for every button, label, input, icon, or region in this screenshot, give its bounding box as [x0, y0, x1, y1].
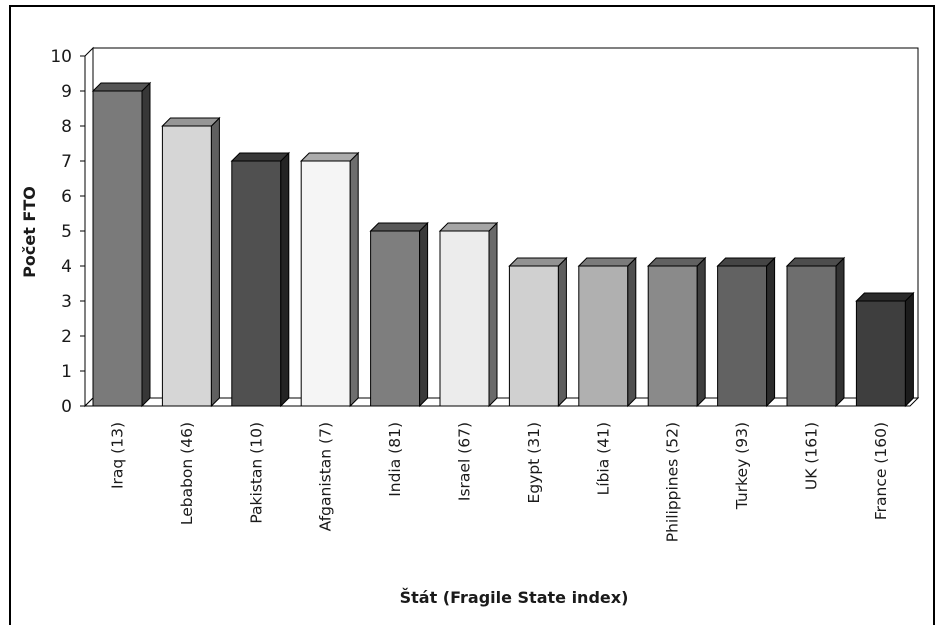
bar-side: [419, 221, 429, 408]
bar-top: [508, 257, 568, 267]
bar-side: [766, 256, 776, 408]
bar-front: [508, 265, 559, 407]
bar-side: [280, 151, 290, 408]
y-tick-label: 8: [61, 117, 72, 137]
y-tick-label: 3: [61, 292, 72, 312]
bar-side: [627, 256, 637, 408]
bar-front: [647, 265, 698, 407]
bar-side: [904, 291, 914, 408]
x-tick-label: France (160): [872, 422, 890, 520]
bar-side: [835, 256, 845, 408]
bar-side: [349, 151, 359, 408]
x-tick-label: Philippines (52): [664, 422, 682, 542]
bars: [91, 81, 915, 408]
bar: [785, 256, 846, 408]
bar-side: [141, 81, 151, 408]
bar-front: [578, 265, 629, 407]
y-tick-label: 0: [61, 397, 72, 417]
x-tick-label: Turkey (93): [733, 422, 751, 510]
bar-front: [786, 265, 837, 407]
y-tick-label: 9: [61, 82, 72, 102]
x-axis-label: Štát (Fragile State index): [400, 588, 629, 607]
y-tick-label: 4: [61, 257, 72, 277]
bar-top: [577, 257, 638, 267]
bar-front: [717, 265, 768, 407]
figure-frame: [9, 5, 935, 625]
x-axis-tick-labels: Iraq (13) Lebabon (46) Pakistan (10) Afgani…: [109, 422, 890, 542]
y-axis-label: Počet FTO: [20, 186, 39, 278]
bar: [161, 116, 221, 408]
bar-front: [161, 125, 212, 407]
x-tick-label: Líbia (41): [594, 422, 612, 495]
y-tick-label: 1: [61, 362, 72, 382]
bar: [577, 256, 638, 408]
x-tick-label: Egypt (31): [525, 422, 543, 503]
bar: [438, 221, 499, 408]
y-tick-label: 10: [50, 47, 72, 67]
y-tick-label: 7: [61, 152, 72, 172]
bar: [508, 256, 568, 408]
y-axis-ticks: 0 1 2 3 4 5 6 7 8 9 10: [50, 47, 85, 417]
bar-front: [92, 90, 143, 407]
plot-floor: [83, 397, 920, 407]
bar-side: [488, 221, 498, 408]
bar-top: [161, 117, 221, 127]
plot-area: [83, 46, 920, 408]
x-tick-label: UK (161): [803, 422, 821, 490]
bar-top: [438, 222, 499, 232]
bar: [230, 151, 291, 408]
y-tick-label: 2: [61, 327, 72, 347]
y-tick-label: 5: [61, 222, 72, 242]
bar: [646, 256, 707, 408]
bar-side: [557, 256, 567, 408]
bar-front: [231, 160, 282, 407]
bar: [91, 81, 152, 408]
bar-front: [300, 160, 351, 407]
bar-top: [369, 222, 429, 232]
bar-top: [716, 257, 776, 267]
bar-top: [646, 257, 707, 267]
bar-front: [855, 300, 906, 407]
y-tick-label: 6: [61, 187, 72, 207]
bar: [299, 151, 360, 408]
x-tick-label: Afganistan (7): [317, 422, 335, 531]
x-tick-label: Pakistan (10): [247, 422, 265, 524]
x-tick-label: India (81): [386, 422, 404, 497]
bar-top: [785, 257, 846, 267]
bar-top: [230, 152, 291, 162]
bar-top: [91, 82, 152, 92]
x-tick-label: Lebabon (46): [178, 422, 196, 525]
bar: [855, 291, 915, 408]
bar: [369, 221, 429, 408]
x-tick-label: Israel (67): [456, 422, 474, 501]
plot-left-wall: [84, 46, 94, 408]
bar: [716, 256, 776, 408]
bar-front: [370, 230, 421, 407]
x-tick-label: Iraq (13): [109, 422, 127, 489]
bar-side: [696, 256, 706, 408]
bar-front: [439, 230, 490, 407]
bar-side: [210, 116, 220, 408]
bar-top: [855, 292, 915, 302]
bar-top: [299, 152, 360, 162]
